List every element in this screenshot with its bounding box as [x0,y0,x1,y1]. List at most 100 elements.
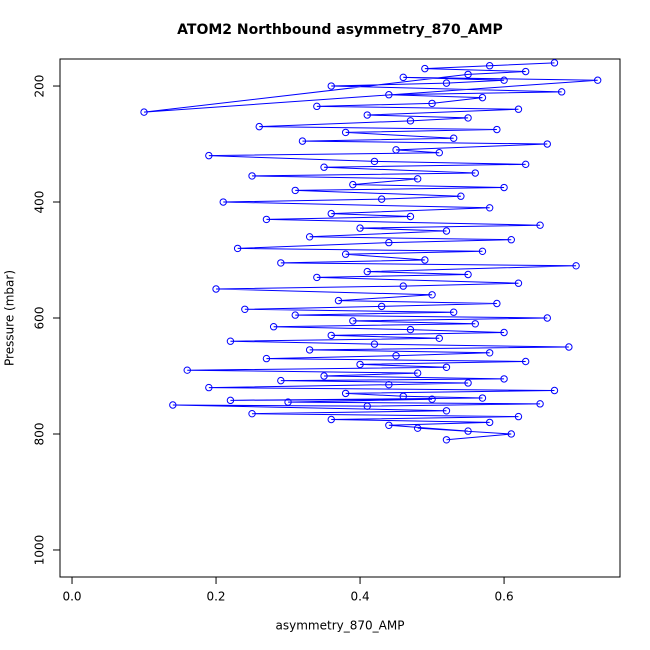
data-point [169,401,177,409]
data-point [572,262,580,270]
data-point [500,183,508,192]
data-point [442,227,451,235]
data-point [493,125,501,134]
data-point [543,314,551,322]
data-point [593,76,602,84]
data-point [269,322,278,331]
y-tick-label: 200 [33,75,47,98]
data-point [449,308,458,316]
y-axis-label: Pressure (mbar) [3,270,17,366]
data-point [341,389,350,398]
data-point [500,328,508,337]
data-point [370,157,379,166]
data-point [521,357,530,366]
x-tick-label: 0.4 [351,590,370,604]
data-point [464,427,472,435]
data-point [557,88,566,96]
data-point [485,418,494,427]
data-point [500,76,508,84]
data-point [327,415,335,424]
data-point [183,366,191,374]
data-point [485,62,494,70]
data-point [536,221,544,229]
data-point [406,117,415,125]
data-point [349,317,357,325]
data-point [363,402,371,410]
y-tick-label: 400 [33,191,47,214]
data-point [514,105,523,113]
data-point [248,172,256,180]
data-point [298,137,307,145]
data-point [327,331,335,340]
y-tick-label: 1000 [33,535,47,566]
data-point [255,122,263,131]
data-point [248,409,256,418]
data-point [363,267,371,276]
data-point [550,386,559,395]
data-point [435,334,443,342]
data-point [205,383,213,392]
data-point [212,285,220,293]
data-point [500,375,508,383]
data-point [241,305,249,314]
data-point [406,212,415,221]
data-point [514,412,523,421]
data-point [464,70,472,79]
data-point [356,224,364,232]
data-point [305,233,314,241]
data-point [478,394,487,402]
data-point [320,372,328,380]
data-point [320,163,328,171]
data-point [428,291,436,299]
data-point [521,160,530,169]
x-tick-label: 0.6 [495,590,514,604]
data-line [143,62,598,441]
data-point [277,259,285,267]
data-point [341,250,350,258]
data-point [140,108,148,116]
data-point [392,351,400,360]
data-point [399,73,407,82]
data-point [284,398,292,406]
data-point [226,337,235,345]
data-point [413,424,422,432]
data-point [392,146,400,154]
data-point [565,343,573,351]
data-point [377,195,386,203]
data-point [385,238,393,247]
x-tick-label: 0.2 [206,590,225,604]
data-point [413,175,422,183]
data-point [385,91,393,99]
data-point [485,349,494,357]
data-point [457,192,465,200]
data-point [442,79,451,87]
data-point [536,400,544,408]
data-point [349,180,357,189]
y-tick-label: 600 [33,307,47,330]
data-point [421,256,429,264]
data-point [478,93,487,102]
data-point [507,236,515,244]
data-point [385,421,393,429]
data-point [219,198,227,206]
y-tick-label: 800 [33,423,47,446]
data-point [363,111,371,119]
data-point [442,436,451,444]
data-point [327,82,335,90]
data-point [435,149,443,157]
data-point [262,215,271,224]
data-point [449,134,458,142]
data-point [205,151,213,160]
data-point [421,64,429,73]
data-point [291,311,299,319]
data-point [356,360,364,369]
data-point [399,282,407,290]
data-point [262,354,271,363]
data-point [471,320,479,328]
data-point [521,67,530,76]
data-point [406,325,415,334]
data-point [464,270,472,279]
data-point [385,380,393,389]
